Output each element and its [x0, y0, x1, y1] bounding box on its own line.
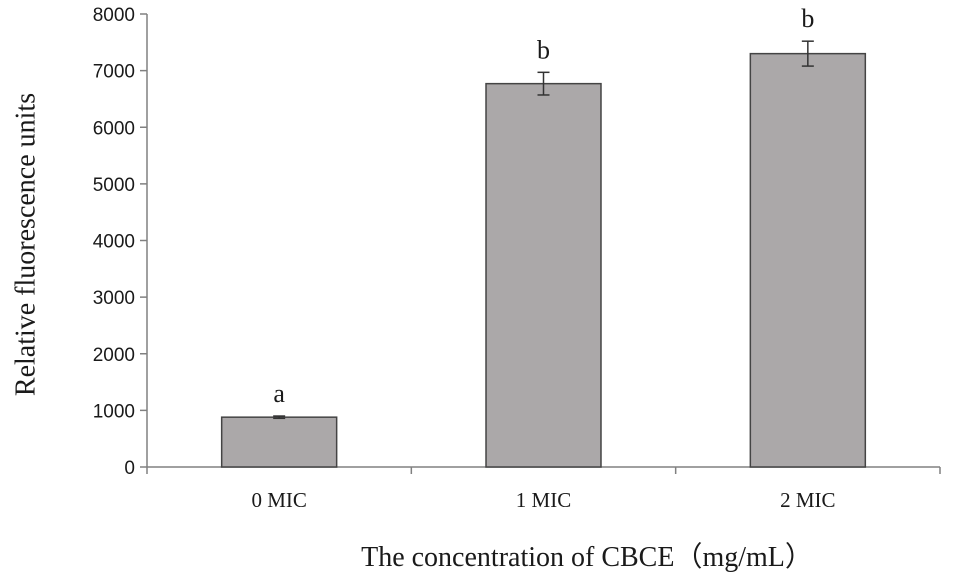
significance-label: b [537, 35, 550, 64]
y-axis-title: Relative fluorescence units [10, 93, 41, 396]
bar [485, 82, 602, 468]
y-tick-label: 5000 [93, 175, 135, 196]
y-tick-label: 3000 [93, 288, 135, 309]
x-axis-title: The concentration of CBCE（mg/mL） [361, 541, 813, 573]
y-tick-label: 1000 [93, 401, 135, 422]
category-labels: 0 MIC 1 MIC 2 MIC [251, 488, 835, 512]
significance-label: a [273, 379, 285, 408]
bar [749, 52, 867, 468]
x-axis [146, 466, 941, 474]
y-tick-label: 7000 [93, 62, 135, 83]
bar [220, 416, 338, 468]
significance-labels: a b b [273, 4, 814, 408]
error-bar [537, 71, 550, 96]
y-tick-label: 8000 [93, 5, 135, 26]
y-tick-label: 2000 [93, 345, 135, 366]
significance-label: b [801, 4, 814, 33]
error-bar [801, 40, 814, 67]
y-ticks: 0 1000 2000 3000 4000 5000 6000 7000 8000 [93, 5, 147, 479]
y-tick-label: 6000 [93, 118, 135, 139]
x-tick-label: 2 MIC [780, 488, 835, 512]
x-tick-label: 0 MIC [251, 488, 306, 512]
error-bars [273, 40, 814, 420]
y-tick-label: 0 [124, 458, 135, 479]
y-tick-label: 4000 [93, 232, 135, 253]
x-ticks [146, 467, 941, 474]
x-tick-label: 1 MIC [516, 488, 571, 512]
y-axis: 0 1000 2000 3000 4000 5000 6000 7000 8000 [93, 5, 148, 479]
error-bar [273, 415, 286, 420]
bars [220, 52, 867, 468]
